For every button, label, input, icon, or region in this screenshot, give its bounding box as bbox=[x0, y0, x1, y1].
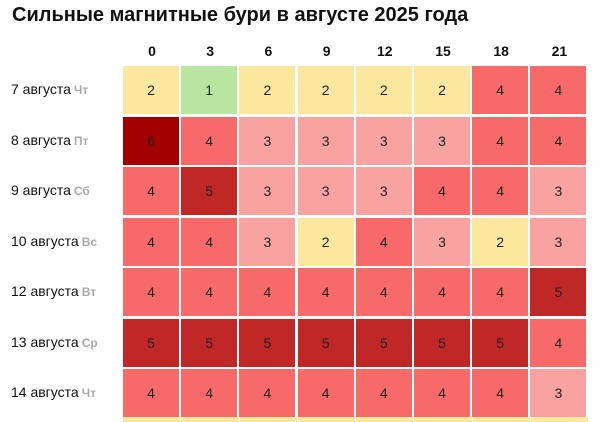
weekday-text: Вс bbox=[81, 234, 98, 249]
kp-cell: 4 bbox=[530, 66, 588, 115]
weekday-text: Чт bbox=[81, 386, 96, 400]
kp-cell: 4 bbox=[181, 268, 239, 317]
kp-cell: 4 bbox=[181, 116, 239, 166]
kp-cell: 4 bbox=[414, 369, 471, 418]
kp-cell: 4 bbox=[181, 217, 239, 267]
date-text: 9 августа bbox=[11, 182, 71, 198]
kp-cell: 5 bbox=[355, 318, 413, 368]
hour-column-header: 15 bbox=[435, 43, 451, 59]
hour-column-header: 9 bbox=[322, 43, 331, 59]
kp-cell: 3 bbox=[297, 116, 355, 166]
weekday-text: Ср bbox=[81, 335, 98, 350]
row-date-label: 14 августа Чт bbox=[11, 384, 121, 400]
partial-cell bbox=[123, 417, 182, 422]
kp-cell: 3 bbox=[530, 167, 588, 216]
kp-cell: 5 bbox=[181, 318, 239, 368]
date-text: 12 августа bbox=[11, 283, 79, 299]
kp-cell: 4 bbox=[414, 167, 471, 216]
kp-cell: 5 bbox=[297, 318, 355, 368]
row-date-label: 8 августа Пт bbox=[11, 132, 121, 148]
row-date-label: 10 августа Вс bbox=[11, 233, 121, 249]
kp-cell: 5 bbox=[123, 318, 180, 368]
weekday-text: Пт bbox=[73, 133, 89, 148]
kp-cell: 3 bbox=[355, 116, 413, 166]
partial-cell bbox=[239, 417, 298, 422]
date-text: 14 августа bbox=[11, 384, 79, 400]
kp-cell: 2 bbox=[123, 66, 180, 115]
kp-cell: 4 bbox=[472, 66, 530, 115]
kp-cell: 2 bbox=[297, 66, 355, 115]
kp-cell: 4 bbox=[530, 116, 588, 166]
kp-cell: 5 bbox=[239, 318, 297, 368]
row-date-label: 9 августа Сб bbox=[11, 182, 121, 198]
date-text: 8 августа bbox=[11, 131, 71, 148]
kp-cell: 3 bbox=[239, 167, 297, 216]
kp-cell: 4 bbox=[123, 268, 180, 317]
hour-column-header: 6 bbox=[264, 43, 273, 59]
partial-cell bbox=[297, 417, 356, 422]
kp-cell: 2 bbox=[297, 217, 355, 267]
hour-column-header: 12 bbox=[377, 43, 393, 59]
kp-cell: 3 bbox=[530, 369, 588, 418]
kp-cell: 5 bbox=[530, 268, 588, 317]
kp-cell: 4 bbox=[472, 116, 530, 166]
kp-cell: 1 bbox=[181, 66, 239, 115]
kp-cell: 5 bbox=[414, 318, 471, 368]
kp-cell: 3 bbox=[530, 217, 588, 267]
row-date-label: 7 августа Чт bbox=[11, 81, 121, 97]
kp-cell: 2 bbox=[472, 217, 530, 267]
kp-cell: 4 bbox=[472, 369, 530, 418]
kp-cell: 3 bbox=[414, 116, 471, 166]
kp-cell: 4 bbox=[181, 369, 239, 418]
page-title: Сильные магнитные бури в августе 2025 го… bbox=[12, 4, 469, 26]
kp-cell: 4 bbox=[239, 268, 297, 317]
kp-cell: 3 bbox=[239, 217, 297, 267]
kp-cell: 4 bbox=[355, 217, 413, 267]
weekday-text: Сб bbox=[73, 184, 90, 198]
kp-cell: 4 bbox=[123, 369, 180, 418]
partial-cell bbox=[530, 417, 589, 422]
kp-cell: 4 bbox=[355, 268, 413, 317]
kp-cell: 4 bbox=[355, 369, 413, 418]
kp-cell: 4 bbox=[297, 268, 355, 317]
kp-cell: 3 bbox=[414, 217, 471, 267]
partial-cell bbox=[472, 417, 531, 422]
hour-column-header: 3 bbox=[206, 43, 215, 59]
hour-column-header: 18 bbox=[493, 43, 509, 59]
row-date-label: 12 августа Вт bbox=[11, 283, 121, 299]
kp-cell: 2 bbox=[414, 66, 471, 115]
row-date-label: 13 августа Ср bbox=[11, 334, 121, 350]
kp-cell: 4 bbox=[123, 167, 180, 216]
kp-cell: 6 bbox=[123, 116, 180, 166]
kp-cell: 4 bbox=[472, 268, 530, 317]
partial-cell bbox=[181, 417, 240, 422]
kp-cell: 4 bbox=[297, 369, 355, 418]
partial-cell bbox=[356, 417, 415, 422]
kp-cell: 3 bbox=[239, 116, 297, 166]
kp-cell: 4 bbox=[414, 268, 471, 317]
date-text: 13 августа bbox=[11, 333, 79, 350]
date-text: 7 августа bbox=[11, 81, 71, 97]
kp-cell: 5 bbox=[181, 167, 239, 216]
kp-cell: 2 bbox=[239, 66, 297, 115]
kp-cell: 4 bbox=[239, 369, 297, 418]
kp-cell: 5 bbox=[472, 318, 530, 368]
weekday-text: Чт bbox=[73, 83, 89, 97]
kp-cell: 4 bbox=[472, 167, 530, 216]
kp-cell: 3 bbox=[355, 167, 413, 216]
kp-cell: 4 bbox=[123, 217, 180, 267]
next-row-partial bbox=[123, 417, 589, 422]
date-text: 10 августа bbox=[11, 232, 79, 249]
weekday-text: Вт bbox=[81, 285, 97, 299]
kp-cell: 4 bbox=[530, 318, 588, 368]
kp-cell: 3 bbox=[297, 167, 355, 216]
kp-cell: 2 bbox=[355, 66, 413, 115]
partial-cell bbox=[414, 417, 473, 422]
hour-column-header: 0 bbox=[148, 43, 156, 59]
hour-column-header: 21 bbox=[551, 43, 568, 59]
